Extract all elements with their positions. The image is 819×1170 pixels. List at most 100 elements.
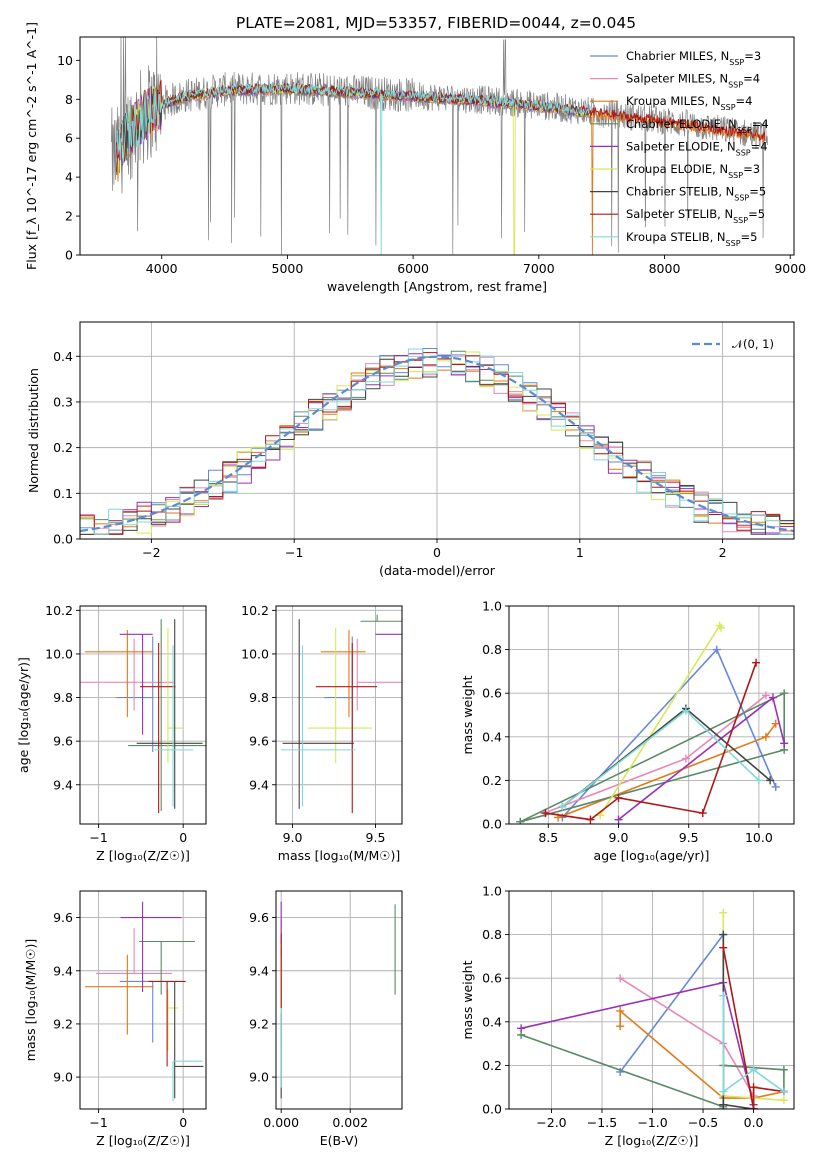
- weight-marker: [752, 658, 761, 667]
- weight-marker: [681, 754, 690, 763]
- x-tick-label: −2.0: [536, 1115, 566, 1130]
- weight-marker: [749, 1083, 758, 1092]
- residual-histogram: [80, 348, 794, 539]
- y-tick-label: 0.4: [482, 729, 502, 744]
- weight-marker: [768, 693, 777, 702]
- figure-title: PLATE=2081, MJD=53357, FIBERID=0044, z=0…: [236, 14, 636, 32]
- x-tick-label: 10.0: [745, 830, 773, 845]
- y-tick-label: 8: [65, 92, 73, 107]
- weight-marker: [517, 1024, 526, 1033]
- weight-line: [619, 977, 755, 1109]
- panel-mass-vs-EBV: 0.000 0.002 9.0 9.2 9.4 9.6 E(B-V): [249, 890, 403, 1148]
- errorbar-point: [280, 645, 356, 807]
- y-axis-label: Flux [f_λ 10^-17 erg cm^-2 s^-1 A^-1]: [24, 22, 39, 270]
- weight-line: [619, 1009, 785, 1099]
- plot-area: [509, 606, 794, 824]
- normal-curve: [80, 355, 794, 533]
- legend-label: Chabrier STELIB, NSSP=5: [626, 185, 766, 203]
- weight-marker: [749, 1065, 758, 1074]
- errorbar-point: [360, 614, 402, 622]
- weight-marker: [754, 776, 763, 785]
- y-axis-label: age [log₁₀(age/yr)]: [16, 657, 31, 773]
- errorbar-point: [154, 645, 194, 807]
- weight-marker: [616, 974, 625, 983]
- legend-label: Kroupa MILES, NSSP=4: [626, 94, 752, 112]
- weight-series: [719, 991, 788, 1096]
- y-tick-label: 10: [57, 53, 73, 68]
- legend-label: Chabrier MILES, NSSP=3: [626, 49, 761, 67]
- weight-line: [722, 947, 785, 1109]
- weight-marker: [719, 943, 728, 952]
- x-tick-label: 7000: [523, 261, 555, 276]
- y-tick-label: 9.4: [53, 963, 73, 978]
- x-axis-label: wavelength [Angstrom, rest frame]: [327, 279, 547, 294]
- y-axis-label: Normed distribution: [26, 368, 41, 493]
- errorbar-point: [85, 629, 154, 718]
- y-tick-label: 0.2: [482, 773, 502, 788]
- legend-label: Salpeter MILES, NSSP=4: [626, 72, 760, 90]
- weight-line: [520, 981, 755, 1109]
- errorbar-point: [172, 1060, 203, 1102]
- y-tick-label: 9.6: [249, 734, 269, 749]
- weight-line: [722, 995, 785, 1094]
- errorbar-point: [128, 619, 206, 811]
- weight-marker: [719, 1087, 728, 1096]
- x-axis-label: (data-model)/error: [379, 563, 496, 578]
- spectrum-legend: Chabrier MILES, NSSP=3 Salpeter MILES, NS…: [590, 49, 769, 247]
- weight-marker: [719, 930, 728, 939]
- plot-area: [80, 322, 794, 539]
- weight-marker: [779, 1096, 788, 1105]
- y-tick-label: 9.0: [249, 1070, 269, 1085]
- weight-series: [558, 706, 763, 811]
- weight-marker: [698, 809, 707, 818]
- weight-marker: [616, 1022, 625, 1031]
- x-tick-label: 4000: [146, 261, 178, 276]
- weight-line: [561, 648, 777, 819]
- y-tick-label: 1.0: [482, 599, 502, 614]
- axes-frame: [79, 321, 795, 540]
- weight-marker: [558, 802, 567, 811]
- y-tick-label: 10.2: [241, 603, 269, 618]
- y-tick-label: 0.4: [482, 1014, 502, 1029]
- plot-area: [80, 606, 206, 824]
- y-tick-label: 0.0: [482, 1102, 502, 1117]
- errorbar-point: [85, 954, 154, 1035]
- y-tick-label: 1.0: [482, 884, 502, 899]
- errorbar-point: [174, 981, 204, 1099]
- x-axis-label: Z [log₁₀(Z/Z☉)]: [96, 848, 190, 863]
- axes-frame: [79, 36, 795, 256]
- y-tick-label: 9.6: [249, 910, 269, 925]
- model-spectrum: [116, 79, 766, 162]
- weight-marker: [614, 815, 623, 824]
- weight-marker: [616, 1067, 625, 1076]
- panel-residuals: −2 −1 0 1 2 0.0 0.1 0.2 0.3 0.4 (data-model)/error…: [26, 321, 795, 578]
- model-spectrum: [116, 82, 593, 255]
- x-tick-label: 0: [179, 830, 187, 845]
- plot-area: [80, 891, 206, 1109]
- errorbar-point: [148, 980, 186, 1067]
- weight-marker: [771, 719, 780, 728]
- errorbar-point: [119, 980, 154, 1043]
- weight-line: [561, 707, 771, 808]
- plot-area: [276, 891, 402, 1109]
- errorbar-point: [119, 633, 153, 735]
- weight-marker: [719, 991, 728, 1000]
- y-tick-label: 0.2: [482, 1058, 502, 1073]
- errorbar-point: [80, 638, 175, 711]
- x-tick-label: −1.0: [637, 1115, 667, 1130]
- weight-marker: [780, 739, 789, 748]
- weight-marker: [716, 623, 725, 632]
- x-tick-label: −1: [89, 830, 107, 845]
- weight-marker: [780, 689, 789, 698]
- y-tick-label: 9.2: [53, 1016, 73, 1031]
- y-tick-label: 0.6: [482, 971, 502, 986]
- weight-line: [557, 723, 777, 819]
- weight-marker: [712, 645, 721, 654]
- x-tick-label: −1: [285, 545, 303, 560]
- errorbar-point: [167, 989, 179, 1051]
- x-axis-label: mass [log₁₀(M/M☉)]: [278, 848, 400, 863]
- legend-label: Kroupa STELIB, NSSP=5: [626, 230, 757, 248]
- weight-marker: [761, 691, 770, 700]
- x-tick-label: 6000: [397, 261, 429, 276]
- x-axis-label: Z [log₁₀(Z/Z☉)]: [96, 1133, 190, 1148]
